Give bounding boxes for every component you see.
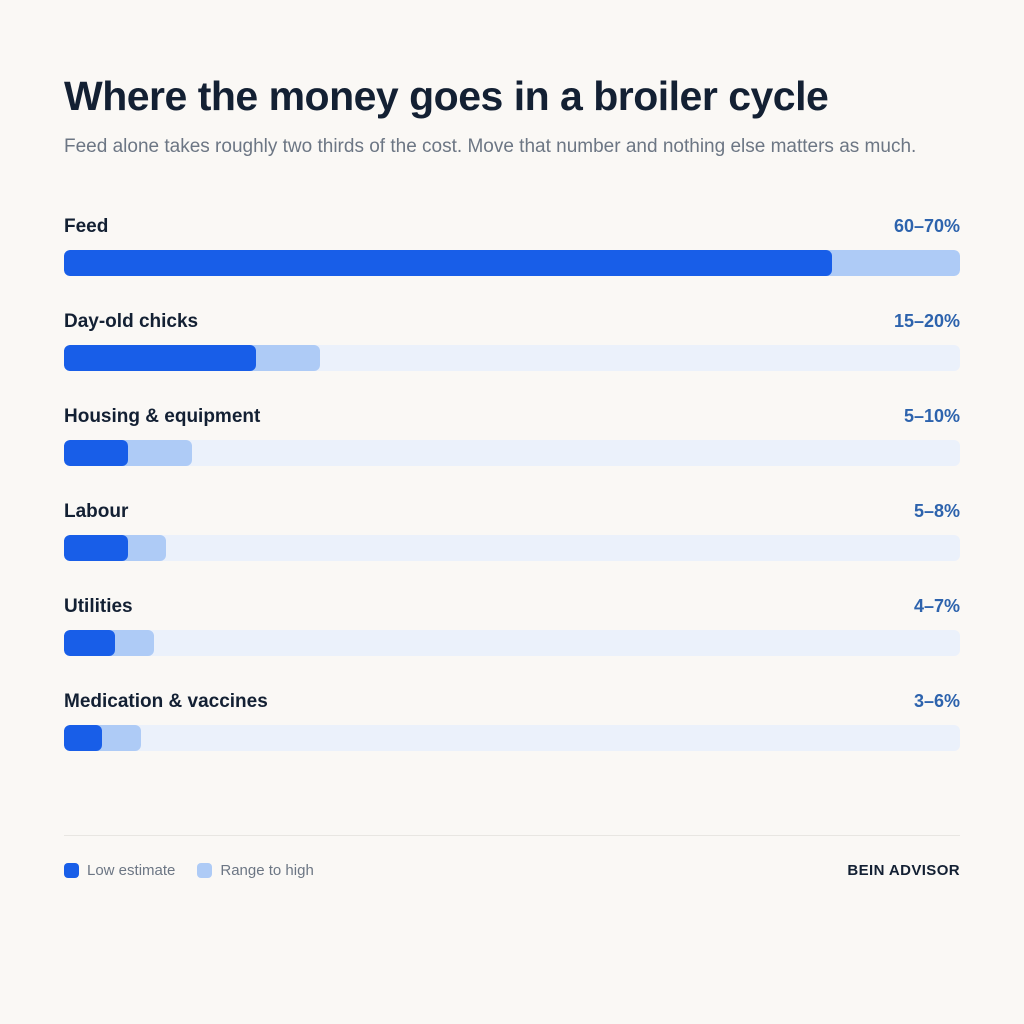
bar-low-estimate [64,725,102,751]
category-label: Feed [64,216,109,237]
chart-row-header: Housing & equipment 5–10% [64,406,960,428]
bar-track [64,630,960,656]
chart-row: Day-old chicks 15–20% [64,311,960,406]
chart-row: Medication & vaccines 3–6% [64,691,960,786]
page-title: Where the money goes in a broiler cycle [64,73,829,119]
bar-low-estimate [64,250,832,276]
legend-label-low: Low estimate [87,862,176,879]
chart-legend: Low estimate Range to high [64,862,314,879]
legend-swatch-low [64,863,79,878]
page-subtitle: Feed alone takes roughly two thirds of t… [64,136,917,157]
value-label: 3–6% [913,691,960,711]
bar-low-estimate [64,345,256,371]
bar-low-estimate [64,630,115,656]
legend-item-low: Low estimate [64,862,175,879]
brand-name: BEIN ADVISOR [847,862,960,879]
value-label: 4–7% [913,596,960,616]
value-label: 15–20% [893,311,960,331]
bar-low-estimate [64,440,128,466]
value-label: 60–70% [893,216,960,236]
bar-low-estimate [64,535,128,561]
category-label: Labour [64,501,129,522]
bar-track [64,345,960,371]
chart-row-header: Feed 60–70% [64,216,960,238]
chart-row-header: Medication & vaccines 3–6% [64,691,960,713]
bar-chart: Feed 60–70% Day-old chicks 15–20% Housing & … [64,216,960,786]
bar-track [64,725,960,751]
chart-row: Utilities 4–7% [64,596,960,691]
category-label: Day-old chicks [64,311,199,332]
footer-divider [64,835,960,837]
category-label: Utilities [64,596,133,617]
category-label: Housing & equipment [64,406,261,427]
value-label: 5–10% [903,406,960,426]
chart-row-header: Utilities 4–7% [64,596,960,618]
legend-label-high: Range to high [220,862,314,879]
chart-row: Feed 60–70% [64,216,960,311]
bar-track [64,440,960,466]
legend-swatch-high [197,863,213,878]
chart-row: Labour 5–8% [64,501,960,596]
bar-track [64,535,960,561]
chart-row: Housing & equipment 5–10% [64,406,960,501]
chart-row-header: Labour 5–8% [64,501,960,523]
chart-row-header: Day-old chicks 15–20% [64,311,960,333]
category-label: Medication & vaccines [64,691,268,712]
value-label: 5–8% [913,501,960,521]
bar-track [64,250,960,276]
legend-item-high: Range to high [197,862,314,879]
